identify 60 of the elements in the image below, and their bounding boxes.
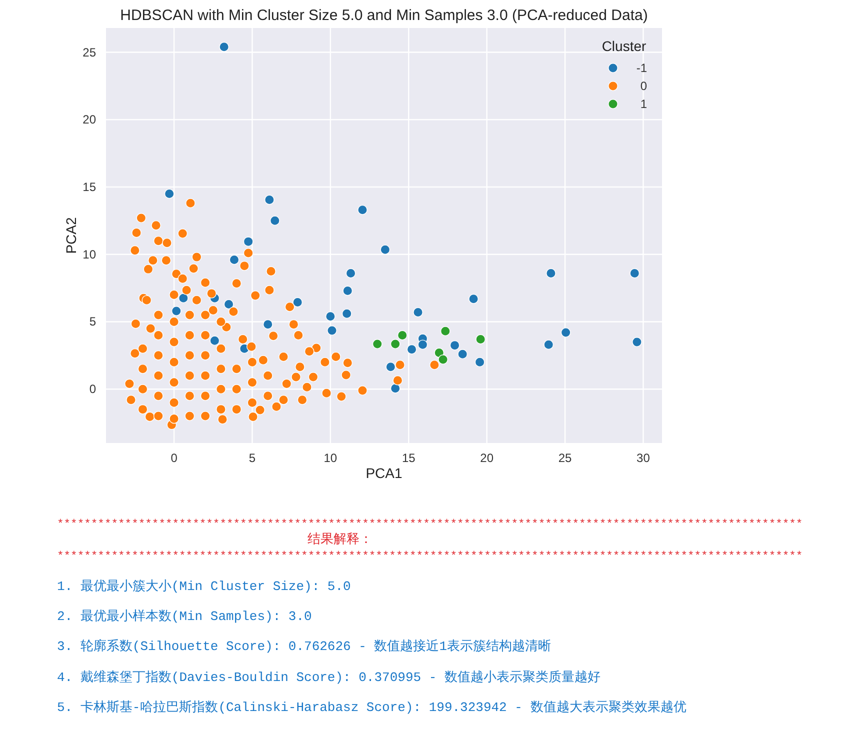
- y-tick-label: 15: [82, 180, 96, 194]
- x-tick-label: 25: [558, 451, 572, 465]
- point: [210, 336, 220, 346]
- y-axis-title: PCA2: [63, 217, 79, 254]
- legend-label: -1: [636, 61, 648, 75]
- point: [458, 349, 468, 360]
- point: [342, 308, 352, 319]
- point: [372, 339, 382, 349]
- annotations: ************************************************************************************************************** 结果解释： ************************************************************************************************************** 1. 最优最小簇大小(Min Cluster Size): 5.0 2. 最优最小样本数(Min Samples): 3.0 3. 轮廓系数(Silhouette Score): 0.762626 - 数值越接近1表示簇结构越清晰 4. 戴维森堡丁指数(Davies-Bouldin Score): 0.370995 - 数值越小表示聚类质量越好 5. 卡林斯基-哈拉巴斯指数(Calinski-Harabasz Score): 199.323942 - 数值越大表示聚类效果越优: [57, 519, 803, 715]
- y-tick-label: 0: [89, 382, 96, 396]
- point: [397, 330, 408, 340]
- y-tick-label: 25: [82, 45, 96, 60]
- point: [390, 339, 400, 349]
- y-tick-label: 20: [82, 112, 96, 127]
- x-tick-label: 0: [170, 451, 178, 465]
- point: [380, 244, 390, 255]
- point: [632, 336, 642, 347]
- point: [264, 194, 274, 205]
- legend-title: Cluster: [602, 38, 647, 54]
- point: [546, 268, 556, 278]
- x-tick-label: 20: [480, 451, 494, 465]
- point: [386, 362, 396, 372]
- point: [358, 204, 368, 215]
- point: [292, 297, 303, 308]
- point: [270, 216, 280, 226]
- point: [178, 293, 188, 304]
- point: [544, 340, 554, 350]
- point: [438, 354, 448, 364]
- x-tick-label: 5: [248, 451, 256, 465]
- point: [171, 306, 182, 316]
- point: [440, 326, 450, 336]
- point: [560, 328, 571, 338]
- legend-label: 1: [640, 97, 648, 111]
- y-tick-label: 5: [89, 314, 96, 329]
- point: [219, 42, 230, 52]
- point: [325, 311, 336, 322]
- point: [164, 188, 174, 199]
- point: [476, 334, 486, 344]
- point: [630, 268, 640, 278]
- point: [418, 340, 428, 350]
- point: [229, 254, 240, 265]
- point: [474, 357, 485, 368]
- point: [468, 294, 478, 304]
- x-tick-label: 30: [636, 451, 650, 465]
- point: [346, 268, 356, 278]
- chart-title: HDBSCAN with Min Cluster Size 5.0 and Min Samples 3.0 (PCA-reduced Data): [120, 7, 648, 24]
- point: [327, 326, 337, 336]
- point: [342, 286, 353, 296]
- point: [450, 340, 460, 350]
- point: [390, 383, 400, 394]
- y-tick-label: 10: [82, 247, 96, 262]
- point: [262, 319, 273, 330]
- x-tick-label: 15: [402, 451, 416, 465]
- point: [224, 299, 234, 310]
- legend-label: 0: [640, 79, 648, 93]
- x-tick-label: 10: [324, 451, 338, 465]
- x-axis-title: PCA1: [366, 465, 402, 481]
- point: [243, 236, 254, 247]
- point: [413, 307, 423, 318]
- point: [406, 344, 417, 354]
